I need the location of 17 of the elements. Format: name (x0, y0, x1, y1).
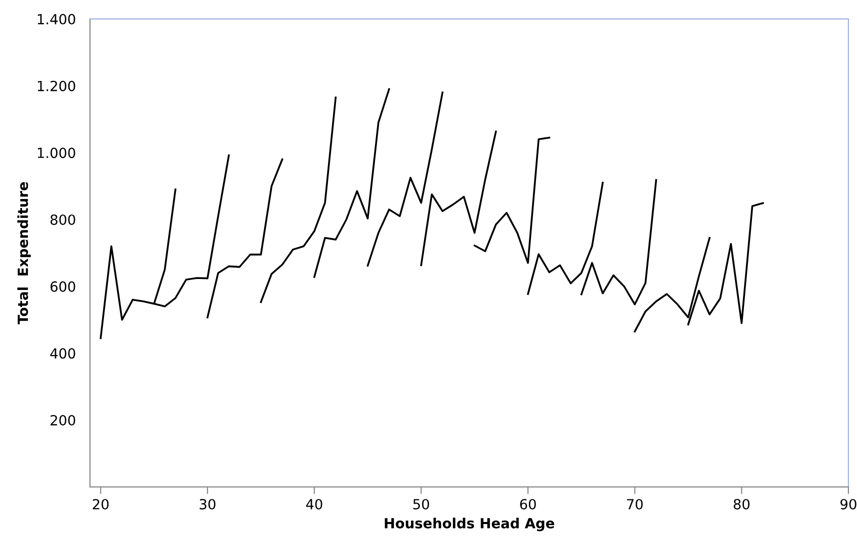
y-tick-label: 400 (50, 348, 76, 359)
x-tick-label: 80 (734, 498, 750, 510)
y-axis-title: Total Expenditure (17, 182, 31, 324)
x-tick-label: 90 (840, 498, 856, 510)
y-tick-label: 200 (50, 415, 76, 426)
y-tick-label: 1.200 (38, 80, 76, 92)
y-tick-label: 1.400 (38, 14, 76, 24)
x-tick-label: 70 (627, 498, 643, 510)
y-tick-label: 600 (50, 281, 76, 292)
x-tick-label: 50 (413, 498, 430, 510)
x-axis-title: Households Head Age (384, 518, 554, 532)
y-tick-label: 1.000 (38, 148, 76, 158)
x-tick-label: 30 (200, 498, 216, 510)
y-tick-label: 800 (50, 214, 76, 225)
x-tick-label: 40 (306, 498, 322, 510)
x-tick-label: 20 (92, 498, 109, 510)
x-tick-label: 60 (520, 498, 536, 510)
